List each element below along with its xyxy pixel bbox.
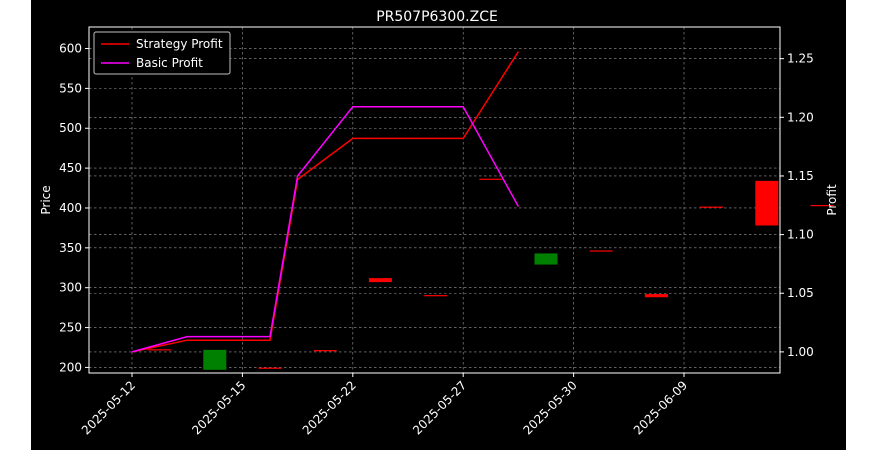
x-tick-label: 2025-05-30 — [521, 378, 580, 437]
x-axis: 2025-05-12 2025-05-15 2025-05-22 2025-05-27… — [79, 373, 690, 437]
candle — [479, 178, 503, 180]
left-tick-label: 200 — [59, 360, 82, 374]
x-tick-label: 2025-05-27 — [410, 378, 469, 437]
right-axis: 1.00 1.05 1.10 1.15 1.20 1.25 — [780, 52, 814, 359]
right-tick-label: 1.10 — [787, 228, 814, 242]
candle — [313, 350, 337, 352]
legend: Strategy Profit Basic Profit — [93, 31, 231, 75]
candle — [424, 295, 448, 297]
left-axis: 200 250 300 350 400 450 500 550 600 — [59, 42, 89, 374]
candles — [148, 178, 834, 370]
left-tick-label: 400 — [59, 201, 82, 215]
candle — [700, 206, 724, 208]
legend-strategy-label: Strategy Profit — [136, 37, 223, 51]
candle — [148, 349, 172, 351]
left-tick-label: 350 — [59, 241, 82, 255]
left-tick-label: 550 — [59, 81, 82, 95]
right-tick-label: 1.25 — [787, 52, 814, 66]
candle — [644, 294, 668, 298]
strategy-profit-line — [131, 51, 520, 353]
chart-svg: PR507P6300.ZCE 200 250 300 350 400 450 500 550 6… — [39, 9, 839, 437]
y-axis-label-left: Price — [39, 185, 53, 214]
left-tick-label: 300 — [59, 281, 82, 295]
candle — [368, 278, 392, 283]
legend-basic-label: Basic Profit — [136, 56, 203, 70]
x-tick-label: 2025-06-09 — [631, 378, 690, 437]
candle — [755, 180, 779, 226]
plot-frame — [88, 26, 781, 374]
left-tick-label: 450 — [59, 161, 82, 175]
x-tick-label: 2025-05-22 — [300, 378, 359, 437]
right-tick-label: 1.00 — [787, 345, 814, 359]
right-tick-label: 1.20 — [787, 110, 814, 124]
right-tick-label: 1.15 — [787, 169, 814, 183]
right-tick-label: 1.05 — [787, 286, 814, 300]
chart-title: PR507P6300.ZCE — [376, 9, 498, 25]
candle — [203, 349, 227, 370]
profit-lines — [131, 51, 520, 353]
left-tick-label: 500 — [59, 121, 82, 135]
x-tick-label: 2025-05-15 — [189, 378, 248, 437]
left-tick-label: 250 — [59, 321, 82, 335]
left-tick-label: 600 — [59, 42, 82, 56]
basic-profit-line — [131, 106, 520, 353]
x-tick-label: 2025-05-12 — [79, 378, 138, 437]
y-axis-label-right: Profit — [825, 184, 839, 216]
candle — [810, 204, 834, 207]
grid — [89, 27, 780, 373]
candle — [258, 367, 282, 369]
chart-figure: PR507P6300.ZCE 200 250 300 350 400 450 500 550 6… — [31, 0, 846, 450]
candle — [534, 253, 558, 265]
candle — [589, 250, 613, 252]
